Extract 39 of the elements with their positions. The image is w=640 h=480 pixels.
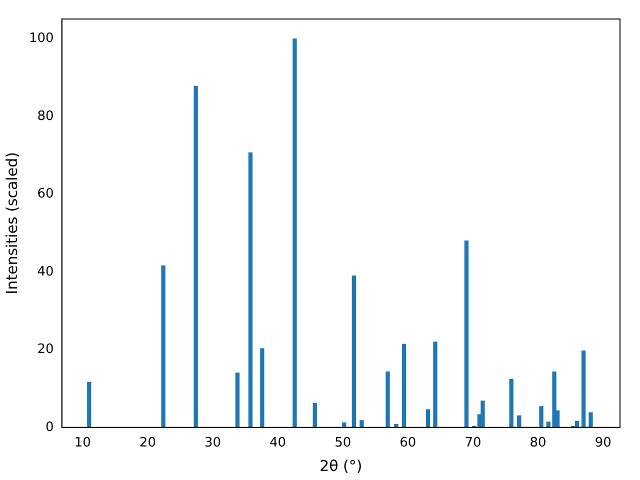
bar: [386, 372, 390, 428]
x-tick-label: 60: [400, 436, 416, 451]
x-tick-label: 20: [139, 436, 156, 451]
y-tick-label: 40: [37, 264, 54, 280]
x-tick-label: 90: [594, 436, 612, 451]
bar: [588, 412, 593, 428]
y-tick-label: 60: [37, 186, 54, 202]
bar: [248, 152, 253, 428]
bar: [312, 402, 317, 428]
bar: [426, 409, 430, 428]
y-axis-title: Intensities (scaled): [2, 152, 21, 294]
y-tick-label: 20: [37, 342, 54, 358]
bar: [402, 344, 406, 428]
bar: [464, 240, 469, 428]
bar: [292, 38, 297, 428]
x-tick-label: 50: [334, 436, 352, 451]
y-tick-label: 80: [37, 108, 54, 124]
bar: [433, 342, 438, 428]
bar: [194, 86, 198, 428]
x-tick-label: 30: [204, 436, 222, 451]
bar: [480, 400, 485, 428]
bar: [517, 415, 522, 428]
bar: [360, 420, 364, 428]
x-tick-label: 70: [464, 436, 482, 451]
bar: [235, 372, 240, 428]
y-tick-label: 0: [46, 420, 54, 435]
bar: [581, 350, 586, 428]
bar: [394, 424, 398, 428]
bar: [87, 382, 92, 428]
x-tick-label: 10: [74, 436, 91, 451]
bar: [352, 276, 356, 428]
bar: [539, 406, 544, 428]
x-tick-label: 80: [530, 436, 546, 451]
bar: [161, 265, 166, 428]
x-axis-title: 2θ (°): [320, 456, 362, 475]
y-tick-label: 100: [28, 31, 54, 46]
bar: [260, 348, 264, 428]
x-tick-label: 40: [270, 436, 286, 451]
bar: [509, 378, 514, 428]
